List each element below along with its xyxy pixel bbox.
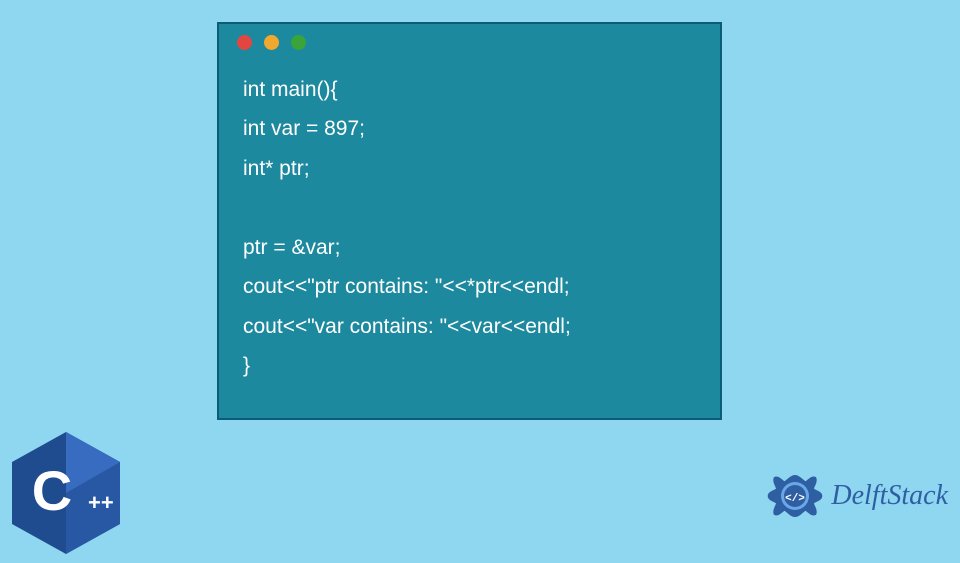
cpp-plus: ++	[88, 490, 114, 515]
titlebar	[219, 24, 720, 60]
cpp-logo-icon: C ++	[6, 428, 126, 558]
delftstack-logo: </> DelftStack	[763, 464, 948, 528]
delft-glyph: </>	[785, 493, 805, 505]
cpp-letter: C	[32, 459, 72, 522]
minimize-icon	[264, 35, 279, 50]
delftstack-text: DelftStack	[831, 480, 948, 512]
code-window: int main(){ int var = 897; int* ptr; ptr…	[217, 22, 722, 420]
code-content: int main(){ int var = 897; int* ptr; ptr…	[219, 60, 720, 386]
close-icon	[237, 35, 252, 50]
maximize-icon	[291, 35, 306, 50]
delftstack-badge-icon: </>	[763, 464, 827, 528]
